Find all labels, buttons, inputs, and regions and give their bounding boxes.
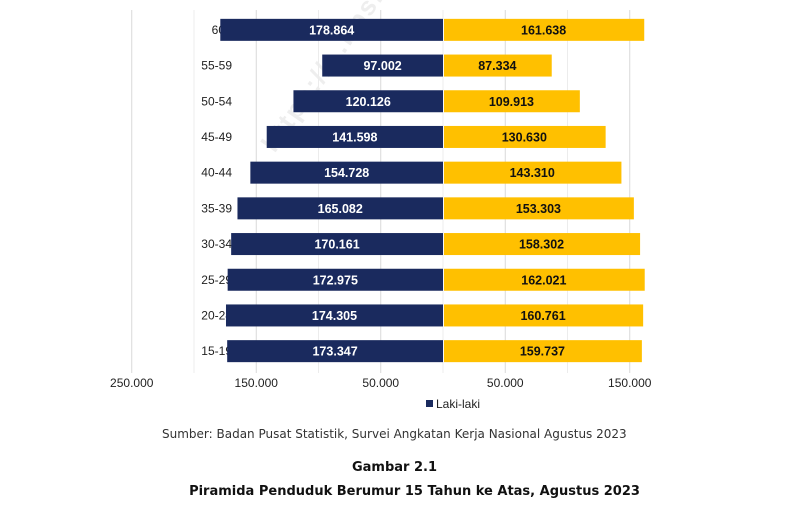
category-label: 15-19 — [201, 344, 232, 358]
category-label: 30-34 — [201, 237, 232, 251]
figure-number: Gambar 2.1 — [351, 460, 438, 475]
data-label-female: 161.638 — [521, 23, 566, 37]
data-label-female: 160.761 — [520, 309, 565, 323]
bar-female — [444, 18, 645, 41]
bar-female — [444, 54, 552, 77]
data-label-laki-laki: 154.728 — [324, 166, 369, 180]
data-label-laki-laki: 141.598 — [332, 130, 377, 144]
data-label-female: 162.021 — [521, 273, 566, 287]
bar-laki-laki — [227, 340, 443, 363]
category-label: 50-54 — [201, 94, 232, 108]
bar-laki-laki — [293, 90, 443, 113]
category-label: 20-24 — [201, 308, 232, 322]
bar-female — [444, 304, 644, 327]
source-note: Sumber: Badan Pusat Statistik, Survei An… — [162, 427, 627, 441]
data-label-laki-laki: 178.864 — [309, 23, 354, 37]
bar-laki-laki — [250, 161, 443, 184]
bar-laki-laki — [231, 233, 443, 256]
category-label: 45-49 — [201, 130, 232, 144]
x-tick-label: 150.000 — [608, 376, 652, 390]
data-label-laki-laki: 172.975 — [313, 273, 358, 287]
data-label-female: 109.913 — [489, 95, 534, 109]
bar-laki-laki — [220, 18, 443, 41]
bar-laki-laki — [322, 54, 443, 77]
bar-laki-laki — [227, 268, 443, 291]
legend-swatch-laki-laki — [426, 400, 433, 407]
category-label: 55-59 — [201, 59, 232, 73]
category-label: 35-39 — [201, 201, 232, 215]
bar-female — [444, 125, 606, 148]
data-label-female: 153.303 — [516, 202, 561, 216]
data-label-laki-laki: 170.161 — [314, 238, 359, 252]
data-label-female: 159.737 — [520, 345, 565, 359]
legend-label-laki-laki: Laki-laki — [436, 397, 480, 411]
x-tick-label: 150.000 — [235, 376, 279, 390]
data-label-laki-laki: 174.305 — [312, 309, 357, 323]
data-label-laki-laki: 120.126 — [346, 95, 391, 109]
population-pyramid-chart: 60+178.864161.63855-5997.00287.33450-541… — [110, 10, 652, 411]
bar-laki-laki — [225, 304, 443, 327]
data-label-female: 130.630 — [502, 130, 547, 144]
x-tick-label: 50.000 — [487, 376, 524, 390]
data-label-laki-laki: 173.347 — [312, 345, 357, 359]
x-tick-label: 50.000 — [362, 376, 399, 390]
data-label-laki-laki: 97.002 — [363, 59, 401, 73]
bar-female — [444, 340, 642, 363]
bar-female — [444, 197, 634, 220]
data-label-laki-laki: 165.082 — [318, 202, 363, 216]
data-label-female: 87.334 — [478, 59, 516, 73]
bar-laki-laki — [237, 197, 443, 220]
bar-female — [444, 268, 645, 291]
data-label-female: 143.310 — [510, 166, 555, 180]
figure-title: Piramida Penduduk Berumur 15 Tahun ke At… — [189, 484, 640, 499]
bar-female — [444, 161, 622, 184]
category-label: 40-44 — [201, 166, 232, 180]
data-label-female: 158.302 — [519, 238, 564, 252]
category-label: 25-29 — [201, 273, 232, 287]
bar-female — [444, 90, 580, 113]
bar-laki-laki — [266, 125, 443, 148]
bar-female — [444, 233, 641, 256]
x-tick-label: 250.000 — [110, 376, 154, 390]
